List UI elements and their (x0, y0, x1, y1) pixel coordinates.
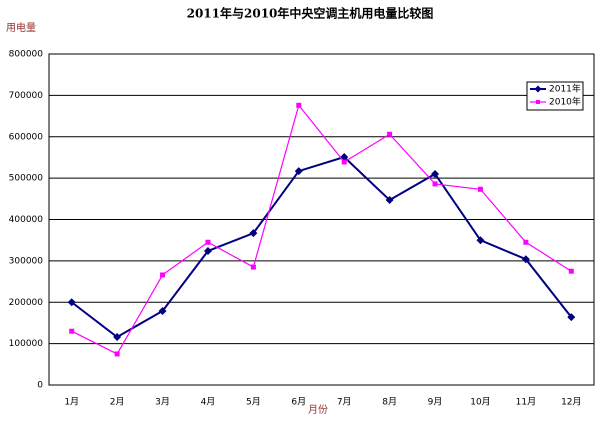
point (69, 328, 75, 334)
x-tick-label: 2月 (110, 397, 125, 408)
y-tick-label: 300000 (9, 256, 44, 266)
point (203, 246, 212, 255)
point (158, 306, 167, 315)
series-line (71, 155, 573, 339)
x-tick-label: 10月 (470, 397, 490, 408)
x-tick-label: 8月 (382, 397, 397, 408)
y-tick-label: 0 (37, 381, 43, 391)
point (296, 102, 302, 108)
y-tick-label: 700000 (9, 91, 44, 101)
legend-label: 2010年 (549, 96, 581, 108)
chart-title: 2011年与2010年中央空调主机用电量比较图 (187, 6, 434, 21)
point (432, 181, 438, 187)
y-tick-label: 200000 (9, 298, 44, 308)
x-tick-label: 9月 (428, 397, 443, 408)
y-tick-label: 500000 (9, 174, 44, 184)
legend-label: 2011年 (549, 83, 581, 95)
point (477, 186, 483, 192)
legend-marker (534, 85, 542, 93)
point (385, 196, 394, 205)
y-axis-label: 用电量 (6, 21, 36, 34)
x-axis-label: 月份 (308, 404, 328, 416)
x-tick-label: 5月 (246, 397, 261, 408)
x-tick-label: 3月 (155, 397, 170, 408)
point (567, 313, 576, 322)
x-tick-label: 1月 (64, 397, 79, 408)
point (387, 131, 393, 137)
x-tick-label: 4月 (201, 397, 216, 408)
point (568, 268, 574, 274)
y-tick-label: 600000 (9, 132, 44, 142)
y-tick-label: 800000 (9, 50, 44, 60)
x-tick-label: 11月 (516, 397, 536, 408)
y-tick-label: 400000 (9, 215, 44, 225)
point (205, 239, 211, 245)
point (160, 272, 166, 278)
legend-marker (536, 100, 540, 104)
point (521, 255, 530, 264)
point (250, 264, 256, 270)
point (341, 159, 347, 165)
point (294, 167, 303, 176)
point (523, 239, 529, 245)
series-line (71, 104, 572, 355)
point (476, 236, 485, 245)
point (67, 298, 76, 307)
point (431, 169, 440, 178)
point (114, 351, 120, 357)
point (249, 229, 258, 238)
point (113, 333, 122, 342)
legend-box (526, 81, 584, 111)
y-tick-label: 100000 (9, 339, 44, 349)
x-tick-label: 6月 (291, 397, 306, 408)
x-tick-label: 7月 (337, 397, 352, 408)
x-tick-label: 12月 (561, 397, 581, 408)
